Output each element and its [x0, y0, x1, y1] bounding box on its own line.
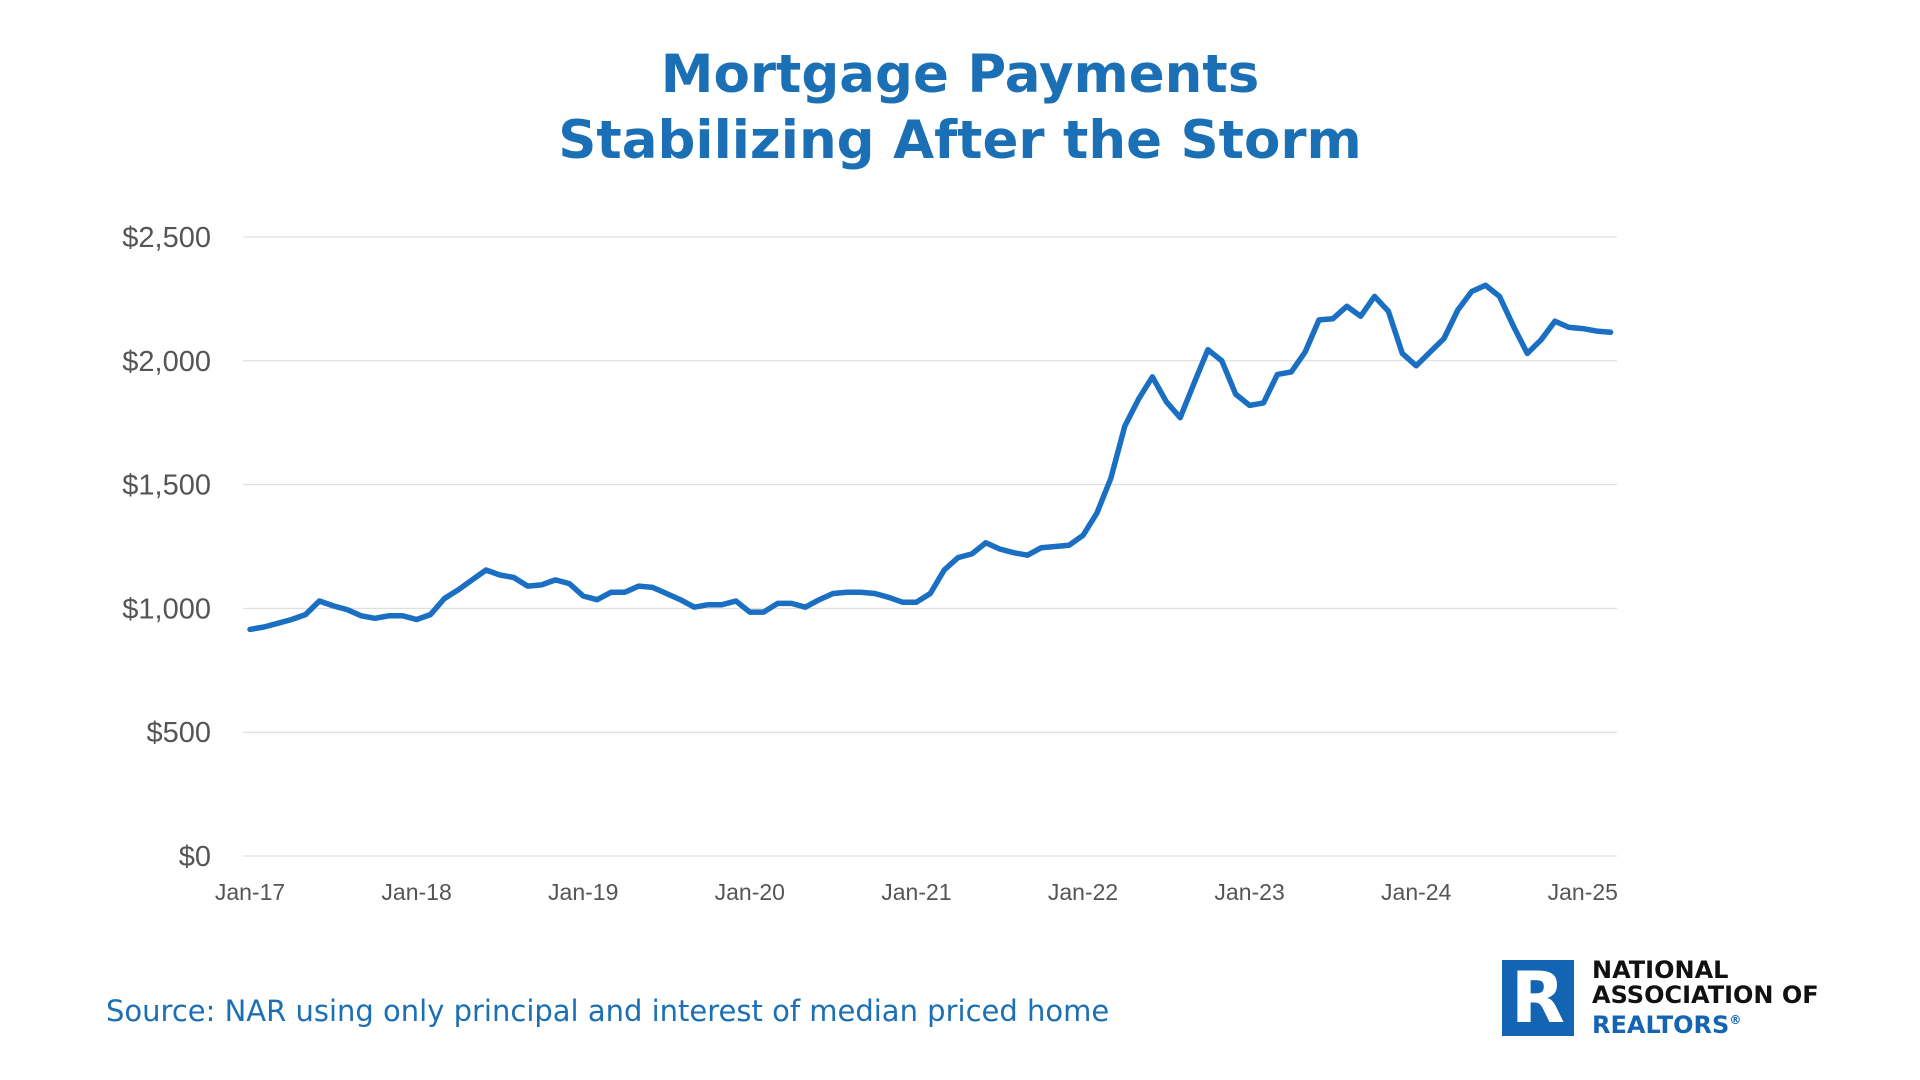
logo-line-1: NATIONAL — [1592, 956, 1729, 984]
x-tick-label: Jan-18 — [381, 879, 451, 905]
gridlines — [243, 236, 1617, 857]
y-tick-label: $2,000 — [122, 346, 211, 378]
chart-title-line-1: Mortgage Payments — [660, 44, 1260, 105]
y-tick-label: $1,000 — [122, 593, 211, 625]
y-tick-label: $1,500 — [122, 470, 211, 502]
x-tick-label: Jan-24 — [1381, 879, 1452, 905]
y-tick-label: $2,500 — [122, 222, 211, 254]
series-layer — [247, 282, 1614, 633]
y-axis-ticks: $0 $500 $1,000 $1,500 $2,000 $2,500 — [122, 222, 211, 873]
x-tick-label: Jan-22 — [1048, 879, 1118, 905]
source-note: Source: NAR using only principal and int… — [106, 994, 1110, 1028]
y-tick-label: $0 — [179, 841, 211, 873]
logo-line-3: REALTORS® — [1592, 1011, 1742, 1039]
series-line — [247, 282, 1614, 633]
chart-title: Mortgage Payments Stabilizing After the … — [0, 42, 1920, 174]
x-tick-label: Jan-19 — [548, 879, 618, 905]
nar-logo: R NATIONAL ASSOCIATION OF REALTORS® — [1502, 958, 1819, 1038]
chart-title-line-2: Stabilizing After the Storm — [558, 110, 1362, 171]
logo-line-2: ASSOCIATION OF — [1592, 981, 1819, 1009]
x-tick-label: Jan-20 — [715, 879, 785, 905]
x-tick-label: Jan-23 — [1214, 879, 1284, 905]
x-tick-label: Jan-25 — [1548, 879, 1618, 905]
x-axis-ticks: Jan-17 Jan-18 Jan-19 Jan-20 Jan-21 Jan-22 Jan-… — [215, 879, 1618, 905]
x-tick-label: Jan-17 — [215, 879, 285, 905]
realtor-r-icon: R — [1502, 960, 1574, 1036]
logo-wordmark: NATIONAL ASSOCIATION OF REALTORS® — [1592, 958, 1819, 1038]
y-tick-label: $500 — [146, 717, 211, 749]
x-tick-label: Jan-21 — [881, 879, 951, 905]
